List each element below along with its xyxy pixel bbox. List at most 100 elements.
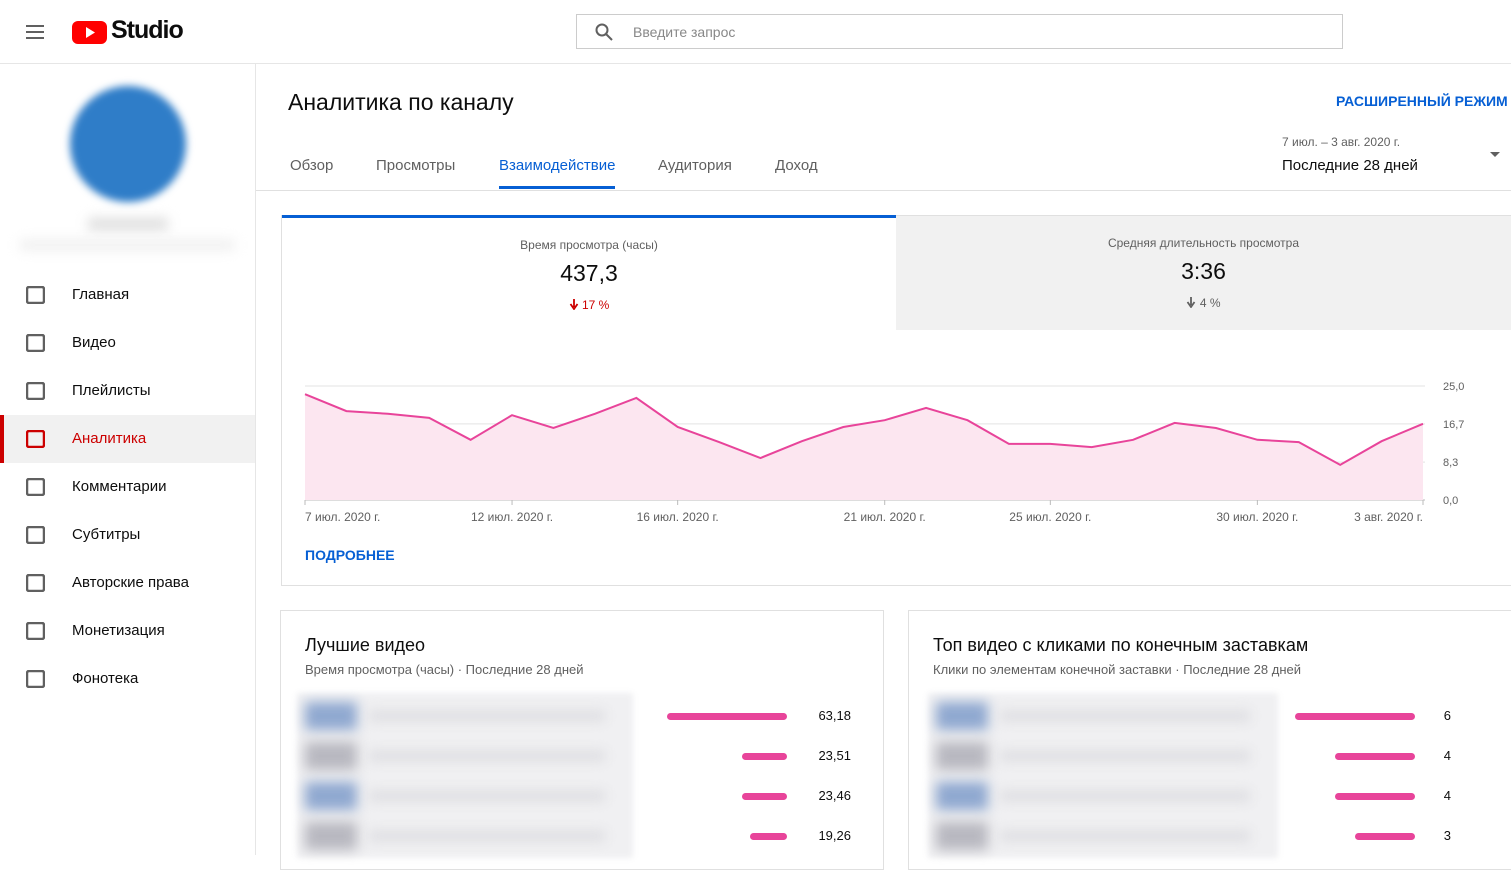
x-tick-label: 7 июл. 2020 г. [305,510,380,524]
value-label: 23,51 [818,748,851,763]
value-label: 3 [1443,828,1451,843]
tab[interactable]: Взаимодействие [499,157,616,174]
nav-item[interactable]: Комментарии [0,463,255,511]
icon-shape [26,430,45,448]
nav-icon [26,622,45,640]
metric-change: 17 % [581,298,610,312]
video-title-blurred [1000,711,1250,721]
icon-shape [26,286,45,304]
nav-item[interactable]: Плейлисты [0,367,255,415]
bar [667,713,787,720]
video-title-blurred [369,831,605,841]
video-thumbnail-blurred[interactable] [305,702,357,730]
y-tick-label: 8,3 [1443,457,1458,469]
search-icon [595,23,613,41]
nav-item[interactable]: Аналитика [0,415,255,463]
nav-icon [26,286,45,304]
channel-avatar[interactable] [70,86,186,202]
tabs-divider [256,190,1511,191]
bar [742,793,787,800]
y-tick-label: 25,0 [1443,381,1464,393]
video-thumbnail-blurred[interactable] [305,782,357,810]
area [305,394,1423,500]
search-box[interactable]: Введите запрос [576,14,1343,49]
x-tick-label: 30 июл. 2020 г. [1216,510,1298,524]
nav-item[interactable]: Субтитры [0,511,255,559]
metric-tab[interactable]: Средняя длительность просмотра 3:36 4 % [896,216,1511,330]
video-thumbnail-blurred[interactable] [305,742,357,770]
y-tick-label: 16,7 [1443,419,1464,431]
logo-text[interactable]: Studio [111,16,184,44]
sidebar: Главная Видео Плейлисты Аналитика Комментари… [0,64,256,855]
tab[interactable]: Аудитория [658,157,732,174]
icon-shape [26,382,45,400]
advanced-mode-link[interactable]: РАСШИРЕННЫЙ РЕЖИМ [1336,93,1508,109]
card-title: Топ видео с кликами по конечным заставка… [933,635,1309,655]
top-bar: Studio Введите запрос [0,0,1511,64]
search-placeholder: Введите запрос [633,24,736,40]
nav-label: Субтитры [72,526,141,543]
value-label: 63,18 [818,708,851,723]
metric-label: Средняя длительность просмотра [1107,236,1300,250]
nav-icon [26,334,45,352]
date-range: 7 июл. – 3 авг. 2020 г. [1282,135,1401,149]
metric-label: Время просмотра (часы) [520,238,658,252]
video-title-blurred [369,791,605,801]
nav-item[interactable]: Видео [0,319,255,367]
channel-info-blurred [20,240,235,250]
tab[interactable]: Доход [775,157,818,174]
video-thumbnail-blurred[interactable] [305,822,357,850]
metric-change-row: 17 % [282,298,896,312]
video-thumbnail-blurred[interactable] [936,782,988,810]
metric-value: 3:36 [1181,258,1226,284]
nav-icon [26,670,45,688]
x-tick-label: 16 июл. 2020 г. [637,510,719,524]
nav-label: Главная [72,286,130,303]
nav-label: Авторские права [72,574,189,591]
metric-tab[interactable]: Время просмотра (часы) 437,3 17 % [282,215,896,332]
x-tick-label: 3 авг. 2020 г. [1354,510,1423,524]
nav-item[interactable]: Авторские права [0,559,255,607]
video-thumbnail-blurred[interactable] [936,742,988,770]
down-arrow [1187,297,1196,309]
metric-value: 437,3 [560,260,618,286]
icon-shape [26,526,45,544]
period-select[interactable]: Последние 28 дней [1282,157,1418,174]
line [304,393,1424,467]
bar [742,753,787,760]
icon-shape [26,478,45,496]
nav-label: Плейлисты [72,382,151,399]
nav-item[interactable]: Фонотека [0,655,255,703]
value-label: 4 [1443,748,1451,763]
nav-label: Видео [72,334,116,351]
nav-label: Аналитика [72,430,147,447]
bar [1295,713,1415,720]
logo-icon[interactable] [72,20,108,45]
dropdown-arrow[interactable] [1489,151,1501,159]
nav-label: Комментарии [72,478,167,495]
menu-button[interactable] [24,22,46,42]
page-title: Аналитика по каналу [288,89,514,115]
value-label: 19,26 [818,828,851,843]
video-thumbnail-blurred[interactable] [936,822,988,850]
card-subtitle: Время просмотра (часы) · Последние 28 дн… [305,662,584,677]
value-label: 23,46 [818,788,851,803]
channel-name-blurred [88,218,168,230]
nav-icon [26,382,45,400]
video-title-blurred [1000,751,1250,761]
video-thumbnail-blurred[interactable] [936,702,988,730]
more-link[interactable]: ПОДРОБНЕЕ [305,547,395,563]
card-subtitle: Клики по элементам конечной заставки · П… [933,662,1301,677]
card-title: Лучшие видео [305,635,426,655]
tab[interactable]: Обзор [290,157,334,174]
video-title-blurred [369,751,605,761]
nav-item[interactable]: Монетизация [0,607,255,655]
tab[interactable]: Просмотры [376,157,456,174]
bar [1355,833,1415,840]
nav-item[interactable]: Главная [0,271,255,319]
nav-icon [26,430,45,448]
icon-shape [26,334,45,352]
tab-underline [499,186,615,189]
metric-change: 4 % [1199,296,1221,310]
